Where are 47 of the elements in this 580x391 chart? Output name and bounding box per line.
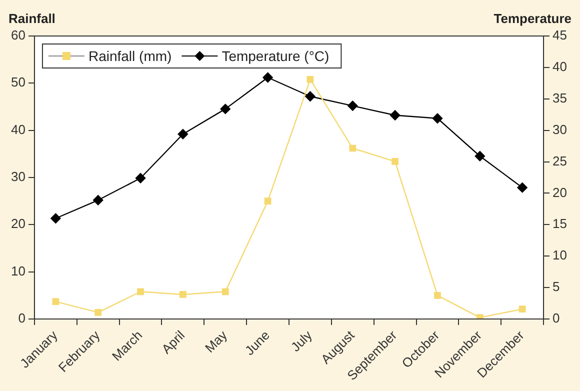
point <box>178 129 188 140</box>
y2-tick-label: 30 <box>552 122 568 137</box>
y-tick-label: 0 <box>18 310 26 326</box>
y2-tick-label: 35 <box>552 90 568 106</box>
y2-tick-label: 5 <box>552 279 560 294</box>
point <box>220 104 230 114</box>
point <box>306 76 314 83</box>
point <box>180 291 186 298</box>
x-tick-label: July <box>288 327 316 355</box>
y2-tick-label: 20 <box>552 184 568 200</box>
point <box>137 288 144 296</box>
y-tick-label: 60 <box>10 28 26 43</box>
y2-tick-label: 15 <box>552 216 568 232</box>
point <box>50 213 61 224</box>
y-tick-label: 30 <box>10 169 26 184</box>
y2-tick-label: 0 <box>552 310 560 326</box>
point <box>52 298 60 305</box>
point <box>222 288 229 296</box>
point <box>432 113 443 124</box>
point <box>392 158 398 165</box>
point <box>94 308 102 316</box>
y-axis-title: Rainfall <box>8 11 56 26</box>
point <box>92 195 104 206</box>
point <box>349 144 356 152</box>
y-tick-label: 50 <box>10 74 26 90</box>
point <box>305 91 316 102</box>
x-tick-label: May <box>202 327 230 356</box>
y-tick-label: 20 <box>10 216 26 232</box>
y-tick-label: 10 <box>10 263 26 278</box>
point <box>434 292 441 299</box>
y2-tick-label: 45 <box>552 28 568 43</box>
y2-tick-label: 40 <box>552 59 568 74</box>
legend-label: Rainfall (mm) <box>88 48 172 64</box>
point <box>518 306 526 313</box>
y2-tick-label: 10 <box>552 248 568 263</box>
point <box>474 151 486 162</box>
point <box>348 100 358 111</box>
legend-label: Temperature (°C) <box>222 48 330 64</box>
point <box>476 314 484 320</box>
y2-tick-label: 25 <box>552 153 568 168</box>
y2-axis-title: Temperature <box>494 11 572 26</box>
y-tick-label: 40 <box>10 122 26 137</box>
point <box>264 198 272 205</box>
point <box>517 182 528 193</box>
point <box>262 72 273 83</box>
point <box>135 173 146 184</box>
point <box>390 110 400 120</box>
